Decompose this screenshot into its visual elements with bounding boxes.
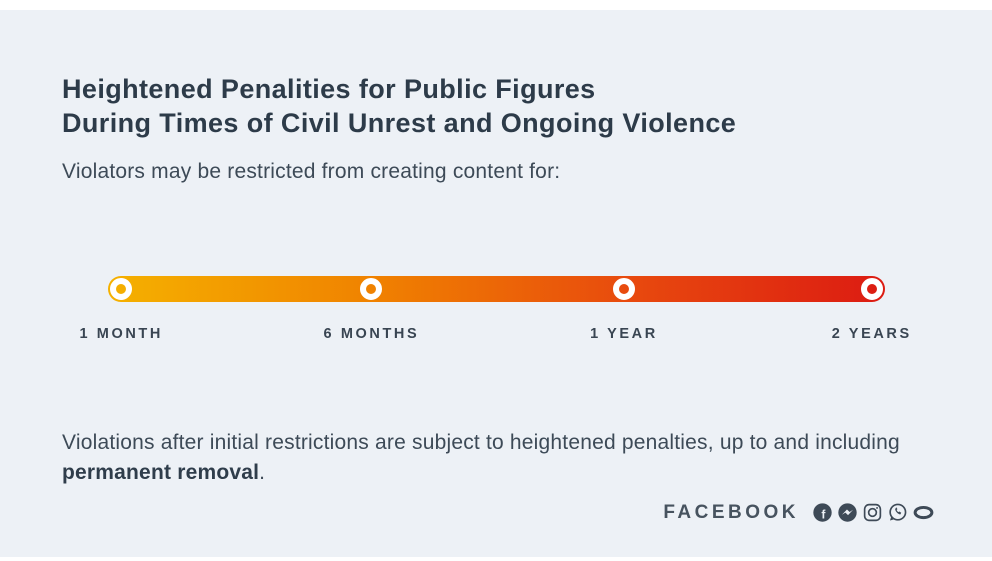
footer: FACEBOOK f bbox=[62, 502, 935, 524]
timeline-label-2-years: 2 YEARS bbox=[831, 326, 912, 343]
timeline-label-6-months: 6 MONTHS bbox=[323, 326, 420, 343]
timeline-marker-1-month bbox=[110, 278, 133, 301]
timeline-labels: 1 MONTH 6 MONTHS 1 YEAR 2 YEARS bbox=[79, 326, 909, 344]
footnote-bold-phrase: permanent removal bbox=[62, 461, 260, 485]
timeline-marker-2-years bbox=[860, 278, 883, 301]
oculus-icon bbox=[912, 502, 935, 523]
timeline-label-1-year: 1 YEAR bbox=[590, 326, 658, 343]
whatsapp-icon bbox=[887, 502, 908, 523]
footnote-text-before: Violations after initial restrictions ar… bbox=[62, 431, 900, 455]
timeline bbox=[108, 276, 885, 303]
timeline-marker-1-year bbox=[612, 278, 635, 301]
footnote-text-after: . bbox=[259, 461, 266, 485]
messenger-icon bbox=[837, 502, 858, 523]
subtitle: Violators may be restricted from creatin… bbox=[62, 160, 561, 184]
facebook-icon: f bbox=[812, 502, 833, 523]
timeline-bar bbox=[108, 276, 885, 303]
title-line-2: During Times of Civil Unrest and Ongoing… bbox=[62, 108, 737, 139]
title-line-1: Heightened Penalities for Public Figures bbox=[62, 74, 596, 104]
footnote: Violations after initial restrictions ar… bbox=[62, 428, 935, 488]
page-title: Heightened Penalities for Public Figures… bbox=[62, 72, 935, 140]
svg-text:f: f bbox=[821, 507, 826, 521]
timeline-label-1-month: 1 MONTH bbox=[79, 326, 163, 343]
facebook-wordmark: FACEBOOK bbox=[663, 501, 799, 523]
infographic-panel: Heightened Penalities for Public Figures… bbox=[0, 10, 992, 557]
app-icons-row: f bbox=[812, 502, 935, 523]
instagram-icon bbox=[862, 502, 883, 523]
timeline-marker-6-months bbox=[360, 278, 383, 301]
